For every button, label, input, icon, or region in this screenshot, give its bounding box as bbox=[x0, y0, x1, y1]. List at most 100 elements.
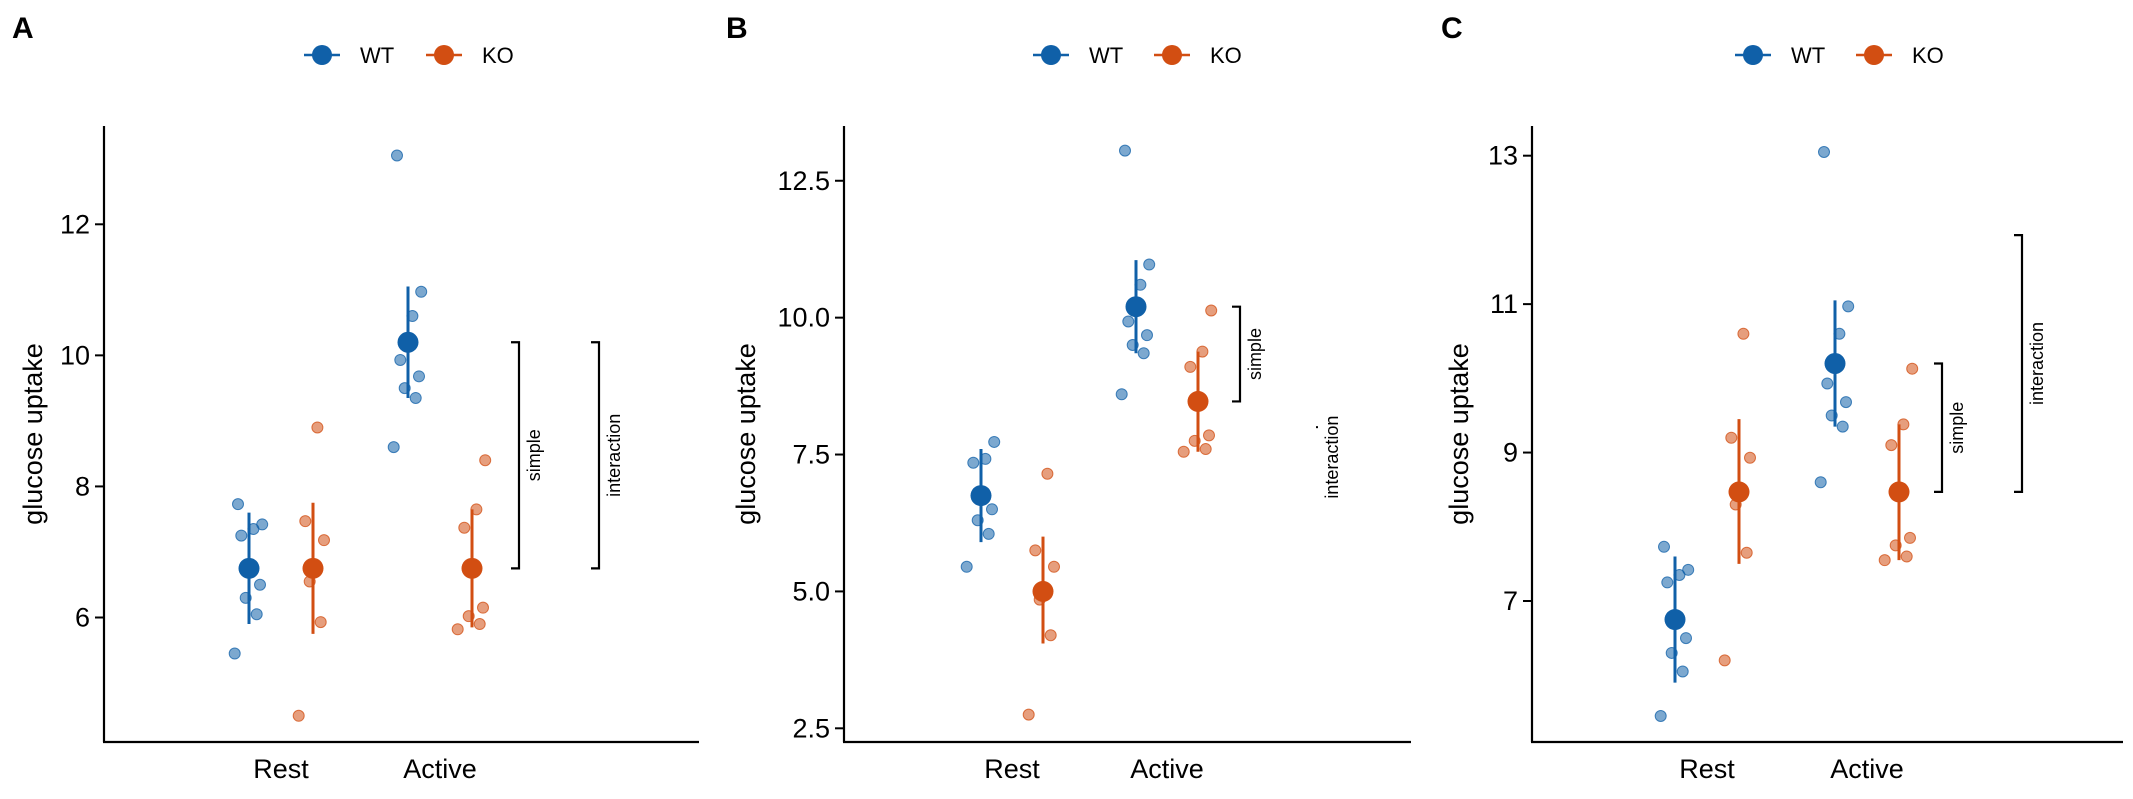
data-point-ko bbox=[1177, 445, 1190, 458]
mean-marker-ko bbox=[1728, 481, 1750, 503]
y-tick-label: 7.5 bbox=[792, 440, 830, 470]
mean-marker-wt bbox=[970, 485, 992, 507]
panel-c: C WT KO glucose uptake Rest Active 7 9 11 1… bbox=[1441, 12, 2123, 784]
data-point-ko bbox=[1906, 362, 1919, 375]
bracket-simple bbox=[1934, 362, 1944, 493]
data-point-wt bbox=[988, 435, 1001, 448]
data-point-ko bbox=[477, 601, 489, 614]
bracket-simple bbox=[511, 341, 521, 570]
mean-marker-wt bbox=[1664, 609, 1686, 631]
x-tick-label-rest-c: Rest bbox=[1679, 754, 1735, 784]
data-point-wt bbox=[967, 456, 980, 469]
legend-wt-label: WT bbox=[1089, 43, 1123, 68]
data-point-ko bbox=[1878, 554, 1891, 567]
legend-ko-label: KO bbox=[1912, 43, 1944, 68]
data-point-ko bbox=[1184, 360, 1197, 373]
y-tick-label: 8 bbox=[75, 471, 90, 501]
data-point-ko bbox=[1041, 467, 1054, 480]
panel-letter-a: A bbox=[12, 12, 34, 45]
data-point-ko bbox=[1740, 546, 1753, 559]
y-tick-label: 6 bbox=[75, 602, 90, 632]
mean-marker-wt bbox=[397, 331, 419, 353]
x-tick-label-rest-b: Rest bbox=[984, 754, 1040, 784]
data-point-wt bbox=[409, 391, 422, 404]
data-point-wt bbox=[394, 353, 407, 366]
data-point-wt bbox=[1143, 258, 1156, 271]
data-point-wt bbox=[387, 441, 400, 454]
data-point-ko bbox=[318, 534, 330, 547]
data-point-wt bbox=[235, 529, 248, 542]
data-point-wt bbox=[1141, 329, 1153, 342]
data-point-wt bbox=[1658, 540, 1670, 553]
data-point-wt bbox=[415, 285, 428, 298]
data-point-ko bbox=[1904, 531, 1916, 544]
data-point-ko bbox=[451, 623, 464, 636]
mean-marker-ko bbox=[1187, 390, 1209, 412]
data-point-wt bbox=[1682, 563, 1695, 576]
legend-wt-label: WT bbox=[1791, 43, 1825, 68]
data-point-wt bbox=[1137, 347, 1150, 360]
y-tick-label: 12.5 bbox=[777, 166, 830, 196]
y-tick-label: 9 bbox=[1503, 438, 1518, 468]
data-point-ko bbox=[1029, 544, 1042, 557]
data-point-ko bbox=[1022, 708, 1035, 721]
data-point-wt bbox=[986, 503, 998, 516]
bracket-interaction bbox=[2014, 233, 2024, 493]
y-tick-label: 2.5 bbox=[792, 713, 830, 743]
legend-wt-label: WT bbox=[360, 43, 394, 68]
data-point-wt bbox=[1654, 710, 1667, 723]
bracket-interaction bbox=[591, 341, 601, 570]
data-point-wt bbox=[232, 498, 244, 511]
x-tick-label-active-c: Active bbox=[1830, 754, 1904, 784]
bracket-label-simple: simple bbox=[1947, 402, 1967, 454]
y-tick-label: 10 bbox=[60, 340, 90, 370]
data-point-wt bbox=[1818, 145, 1830, 158]
data-point-wt bbox=[413, 370, 425, 383]
data-point-ko bbox=[458, 521, 471, 534]
bracket-label-simple: simple bbox=[524, 429, 544, 481]
data-point-wt bbox=[250, 608, 263, 621]
mean-marker-wt bbox=[238, 557, 260, 579]
data-point-wt bbox=[1115, 388, 1128, 401]
x-tick-label-active-b: Active bbox=[1130, 754, 1204, 784]
data-point-wt bbox=[1821, 377, 1834, 390]
mean-marker-ko bbox=[461, 557, 483, 579]
data-point-ko bbox=[1199, 443, 1212, 456]
data-point-ko bbox=[1737, 327, 1750, 340]
data-point-wt bbox=[391, 149, 403, 162]
y-axis-label-b: glucose uptake bbox=[731, 343, 761, 525]
data-point-ko bbox=[314, 616, 327, 629]
data-point-ko bbox=[292, 709, 305, 722]
y-tick-label: 7 bbox=[1503, 586, 1518, 616]
panel-letter-b: B bbox=[726, 12, 748, 45]
data-point-wt bbox=[1122, 315, 1135, 328]
legend-wt-marker bbox=[312, 45, 332, 65]
y-axis-label-a: glucose uptake bbox=[18, 343, 48, 525]
data-point-ko bbox=[1044, 629, 1057, 642]
legend-b: WT KO bbox=[1033, 43, 1242, 68]
bracket-label-simple: simple bbox=[1245, 328, 1265, 380]
data-point-ko bbox=[1725, 431, 1738, 444]
data-point-ko bbox=[473, 618, 486, 631]
data-point-wt bbox=[256, 518, 269, 531]
legend-c: WT KO bbox=[1735, 43, 1944, 68]
y-tick-label: 11 bbox=[1490, 289, 1518, 319]
legend-wt-marker bbox=[1743, 45, 1763, 65]
mean-marker-ko bbox=[1888, 481, 1910, 503]
y-tick-label: 12 bbox=[60, 209, 90, 239]
bracket-simple bbox=[1232, 305, 1242, 403]
data-point-wt bbox=[1119, 144, 1131, 157]
data-point-ko bbox=[479, 454, 492, 467]
y-axis-label-c: glucose uptake bbox=[1444, 343, 1474, 525]
mean-marker-ko bbox=[1032, 580, 1054, 602]
panel-letter-c: C bbox=[1441, 12, 1463, 45]
data-point-wt bbox=[1814, 476, 1827, 489]
data-point-wt bbox=[1680, 632, 1692, 645]
bracket-label-interaction: interaction bbox=[2027, 322, 2047, 405]
legend-ko-marker bbox=[1162, 45, 1182, 65]
data-point-ko bbox=[299, 515, 312, 528]
panel-a: A WT KO glucose uptake Rest Active 6 8 10 1… bbox=[12, 12, 699, 784]
y-tick-label: 13 bbox=[1488, 141, 1518, 171]
data-point-wt bbox=[1676, 665, 1689, 678]
